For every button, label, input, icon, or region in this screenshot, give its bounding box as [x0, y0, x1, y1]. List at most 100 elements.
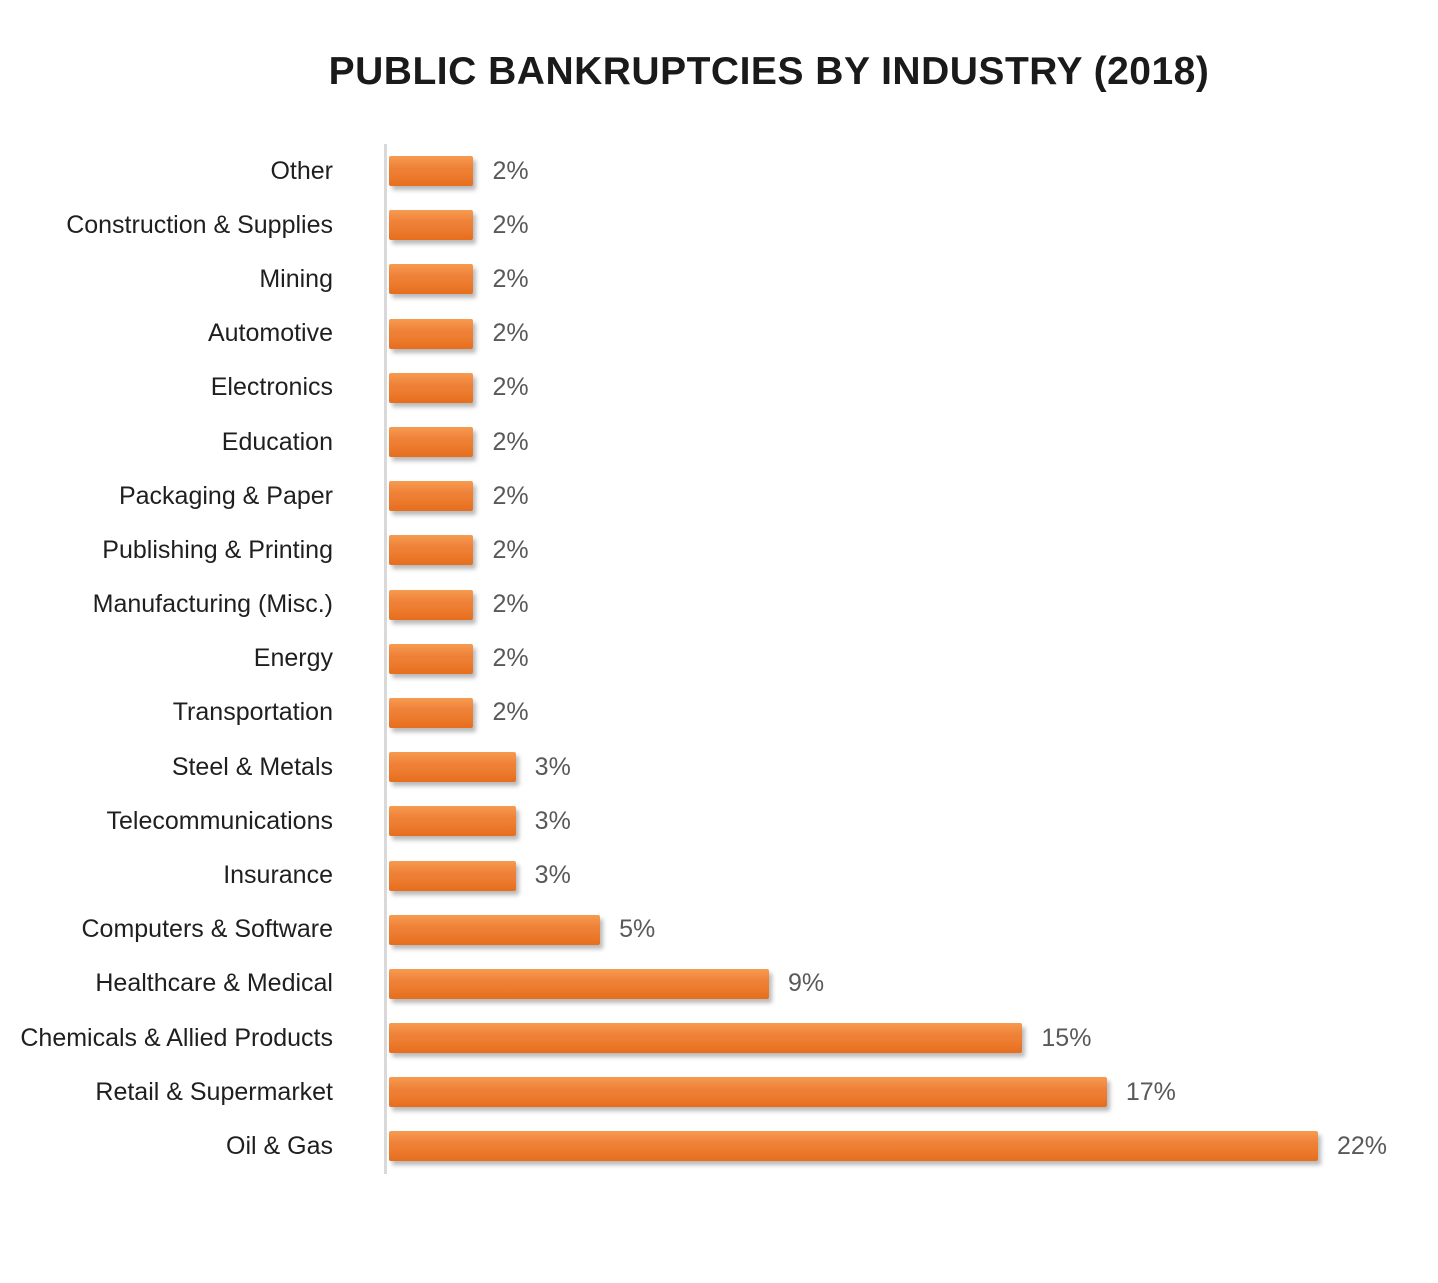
category-label: Computers & Software	[81, 915, 334, 944]
bar-zone: 2%	[360, 427, 1438, 458]
value-label: 22%	[1337, 1131, 1388, 1160]
bar	[389, 806, 516, 837]
value-label: 9%	[788, 969, 825, 998]
chart-row: Other 2%	[0, 144, 1438, 198]
category-label: Retail & Supermarket	[95, 1077, 333, 1106]
chart-row: Transportation 2%	[0, 686, 1438, 740]
category-label: Energy	[253, 644, 333, 673]
category-label: Chemicals & Allied Products	[20, 1023, 333, 1052]
chart-row: Oil & Gas 22%	[0, 1119, 1438, 1173]
bar-zone: 2%	[360, 643, 1438, 674]
bar	[389, 914, 601, 945]
value-label: 2%	[492, 427, 529, 456]
category-label: Insurance	[223, 861, 333, 890]
bar-zone: 2%	[360, 372, 1438, 403]
chart-row: Computers & Software 5%	[0, 903, 1438, 957]
bar-zone: 2%	[360, 589, 1438, 620]
plot-area: Other 2% Construction & Supplies 2% Mining 2%…	[0, 144, 1438, 1174]
vertical-axis-line	[384, 144, 387, 1174]
category-label: Publishing & Printing	[102, 535, 333, 564]
bar-zone: 2%	[360, 318, 1438, 349]
value-label: 2%	[492, 373, 529, 402]
chart-row: Packaging & Paper 2%	[0, 469, 1438, 523]
bar	[389, 1023, 1023, 1054]
chart-row: Insurance 3%	[0, 848, 1438, 902]
value-label: 2%	[492, 156, 529, 185]
chart-row: Telecommunications 3%	[0, 794, 1438, 848]
chart-row: Publishing & Printing 2%	[0, 523, 1438, 577]
bar	[389, 156, 474, 187]
bar-zone: 2%	[360, 210, 1438, 241]
chart-title: PUBLIC BANKRUPTCIES BY INDUSTRY (2018)	[328, 50, 1210, 93]
value-label: 3%	[534, 861, 571, 890]
chart-row: Manufacturing (Misc.) 2%	[0, 578, 1438, 632]
category-label: Oil & Gas	[226, 1131, 333, 1160]
chart-page: PUBLIC BANKRUPTCIES BY INDUSTRY (2018) O…	[0, 50, 1438, 1283]
category-label: Automotive	[207, 319, 333, 348]
chart-row: Steel & Metals 3%	[0, 740, 1438, 794]
chart-row: Chemicals & Allied Products 15%	[0, 1011, 1438, 1065]
bar	[389, 372, 474, 403]
category-label: Manufacturing (Misc.)	[92, 590, 333, 619]
value-label: 2%	[492, 590, 529, 619]
value-label: 2%	[492, 698, 529, 727]
bar	[389, 264, 474, 295]
category-label: Mining	[259, 264, 333, 293]
category-label: Electronics	[210, 373, 333, 402]
bar	[389, 860, 516, 891]
bar-zone: 5%	[360, 914, 1438, 945]
value-label: 2%	[492, 319, 529, 348]
bar	[389, 318, 474, 349]
value-label: 2%	[492, 644, 529, 673]
chart-row: Automotive 2%	[0, 307, 1438, 361]
category-label: Packaging & Paper	[118, 481, 333, 510]
chart-row: Energy 2%	[0, 632, 1438, 686]
category-label: Steel & Metals	[171, 752, 333, 781]
category-label: Healthcare & Medical	[95, 969, 333, 998]
bar-zone: 2%	[360, 156, 1438, 187]
category-label: Education	[221, 427, 333, 456]
bar	[389, 427, 474, 458]
chart-row: Healthcare & Medical 9%	[0, 957, 1438, 1011]
value-label: 2%	[492, 210, 529, 239]
bar-zone: 2%	[360, 697, 1438, 728]
category-label: Construction & Supplies	[66, 210, 333, 239]
chart-row: Construction & Supplies 2%	[0, 198, 1438, 252]
bar-chart: Other 2% Construction & Supplies 2% Mining 2%…	[0, 144, 1438, 1174]
bar-zone: 17%	[360, 1077, 1438, 1108]
bar	[389, 1131, 1318, 1162]
bar-zone: 9%	[360, 968, 1438, 999]
bar	[389, 968, 770, 999]
value-label: 2%	[492, 264, 529, 293]
chart-row: Mining 2%	[0, 252, 1438, 306]
chart-row: Education 2%	[0, 415, 1438, 469]
value-label: 2%	[492, 481, 529, 510]
value-label: 2%	[492, 535, 529, 564]
value-label: 3%	[534, 752, 571, 781]
chart-row: Electronics 2%	[0, 361, 1438, 415]
bar	[389, 210, 474, 241]
bar-zone: 15%	[360, 1023, 1438, 1054]
bar-zone: 22%	[360, 1131, 1438, 1162]
bar	[389, 752, 516, 783]
value-label: 15%	[1041, 1023, 1092, 1052]
bar-zone: 3%	[360, 860, 1438, 891]
bar	[389, 481, 474, 512]
category-label: Other	[270, 156, 333, 185]
chart-row: Retail & Supermarket 17%	[0, 1065, 1438, 1119]
bar	[389, 535, 474, 566]
bar-zone: 2%	[360, 264, 1438, 295]
bar-zone: 3%	[360, 806, 1438, 837]
bar-zone: 2%	[360, 535, 1438, 566]
bar-zone: 2%	[360, 481, 1438, 512]
bar	[389, 1077, 1107, 1108]
category-label: Telecommunications	[106, 806, 334, 835]
value-label: 3%	[534, 806, 571, 835]
value-label: 17%	[1125, 1077, 1176, 1106]
bar	[389, 643, 474, 674]
bar	[389, 589, 474, 620]
category-label: Transportation	[172, 698, 333, 727]
bar	[389, 697, 474, 728]
bar-zone: 3%	[360, 752, 1438, 783]
value-label: 5%	[619, 915, 656, 944]
